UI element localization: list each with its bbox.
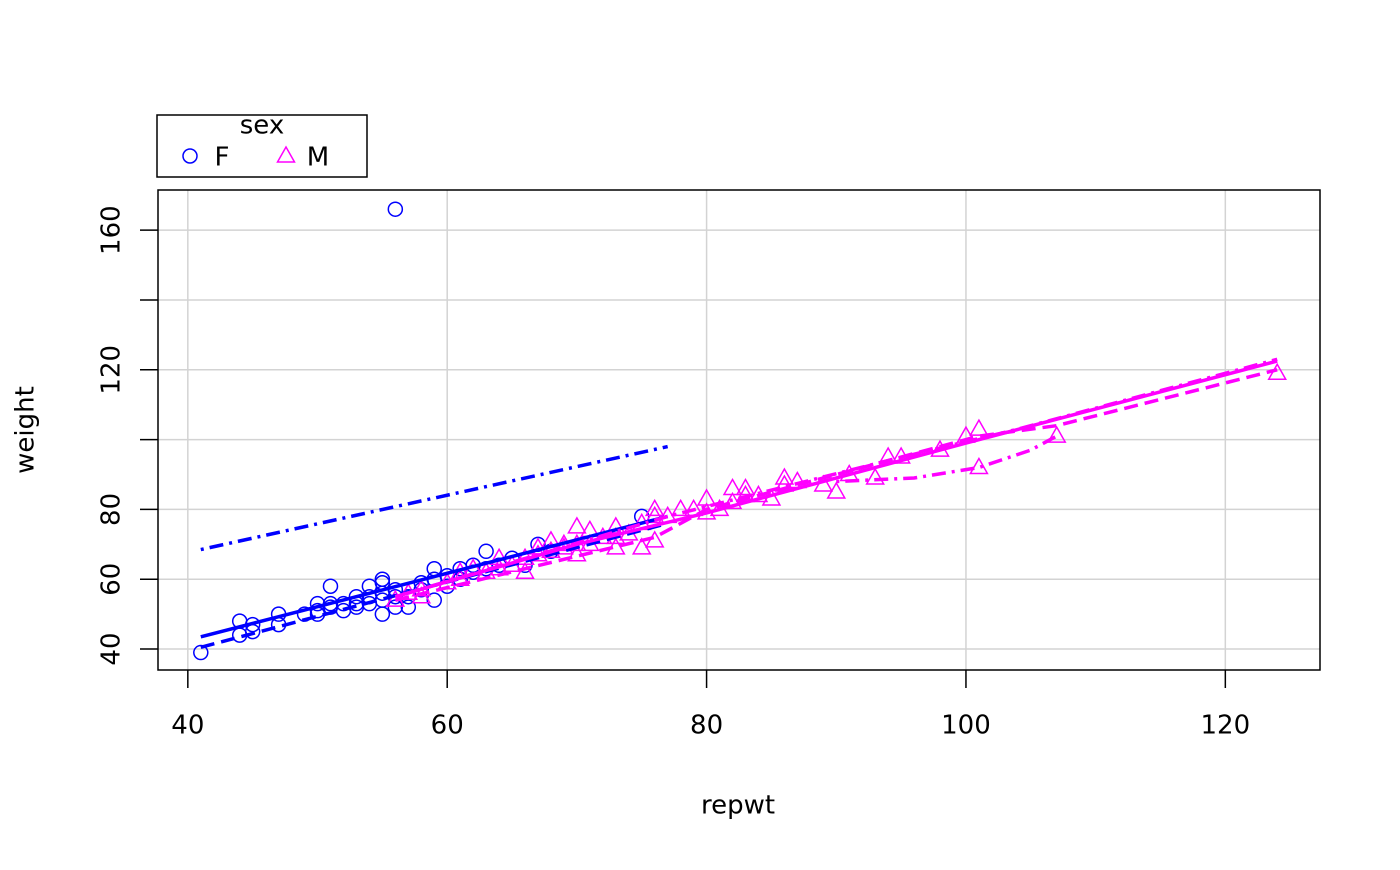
point bbox=[478, 543, 494, 560]
fit-line bbox=[200, 444, 669, 552]
point bbox=[774, 467, 795, 485]
y-tick-label: 80 bbox=[97, 493, 127, 526]
point bbox=[567, 544, 587, 562]
y-tick-label: 60 bbox=[97, 563, 127, 596]
y-tick-label: 160 bbox=[97, 205, 127, 255]
x-tick-label: 40 bbox=[171, 711, 204, 741]
point bbox=[387, 201, 404, 217]
point bbox=[400, 599, 417, 615]
x-tick-label: 80 bbox=[690, 711, 723, 741]
point bbox=[696, 488, 717, 506]
legend-label: F bbox=[215, 143, 230, 173]
fit-line bbox=[394, 357, 1278, 599]
fit-line bbox=[836, 434, 1058, 484]
legend-label: M bbox=[307, 143, 329, 173]
point bbox=[1046, 425, 1067, 443]
point bbox=[722, 477, 743, 496]
point bbox=[826, 481, 847, 499]
point bbox=[426, 592, 442, 608]
legend-title: sex bbox=[240, 111, 284, 141]
x-axis-label: repwt bbox=[701, 791, 775, 821]
legend-marker bbox=[276, 145, 296, 163]
point bbox=[374, 571, 391, 587]
point bbox=[670, 498, 691, 517]
point bbox=[644, 498, 665, 517]
y-axis-label: weight bbox=[11, 386, 41, 474]
point bbox=[606, 516, 626, 534]
x-tick-label: 120 bbox=[1201, 711, 1251, 741]
grid bbox=[158, 190, 1320, 670]
point bbox=[567, 516, 587, 534]
point bbox=[374, 606, 391, 622]
point bbox=[969, 457, 989, 475]
point bbox=[322, 578, 339, 594]
x-tick-label: 60 bbox=[431, 711, 464, 741]
y-tick-label: 120 bbox=[97, 345, 127, 395]
plot-frame bbox=[157, 189, 1321, 671]
legend-marker bbox=[182, 148, 198, 164]
point bbox=[865, 467, 885, 485]
x-tick-label: 100 bbox=[941, 711, 991, 741]
y-tick-label: 40 bbox=[97, 633, 127, 666]
point bbox=[735, 477, 756, 496]
fit-line bbox=[394, 368, 1278, 602]
fit-line bbox=[200, 514, 669, 639]
legend-box bbox=[156, 114, 368, 178]
point bbox=[969, 418, 989, 436]
